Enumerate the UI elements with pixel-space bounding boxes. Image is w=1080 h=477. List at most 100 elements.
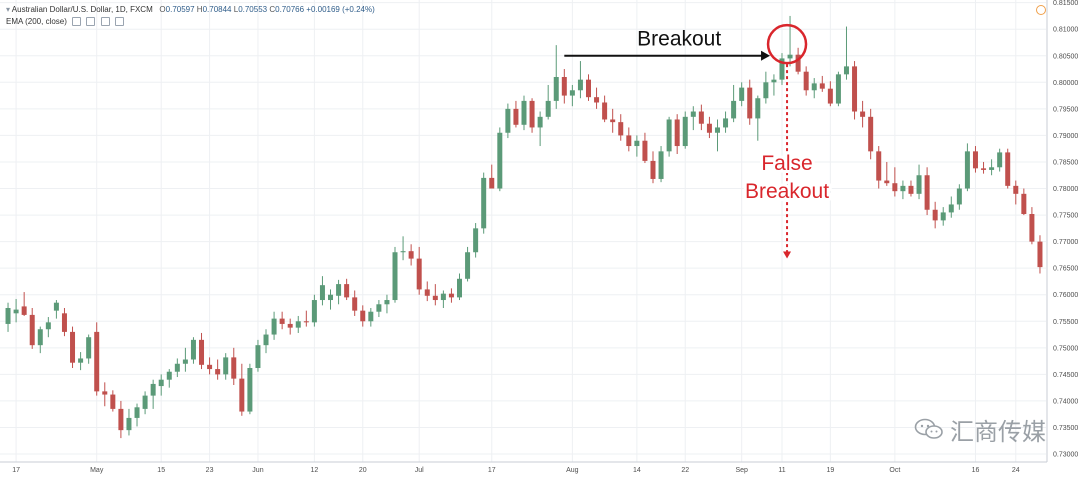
candle-down (215, 369, 221, 375)
candle-down (819, 83, 825, 89)
candle-up (811, 83, 817, 91)
candle-down (207, 364, 213, 370)
price-tick-label: 0.81500 (1053, 0, 1078, 7)
candle-up (376, 304, 382, 312)
breakout-arrow-head (761, 50, 771, 61)
candle-up (948, 204, 954, 213)
candle-up (723, 118, 729, 128)
candle-down (303, 321, 309, 323)
candle-down (892, 183, 898, 192)
time-tick-label: 14 (633, 467, 641, 474)
false-breakout-label: False Breakout (745, 152, 829, 203)
false-breakout-arrow-head (783, 251, 792, 259)
time-tick-label: Oct (889, 467, 900, 474)
candle-down (747, 87, 753, 119)
chart-legend-indicator[interactable]: EMA (200, close) (6, 17, 124, 27)
candle-up (940, 212, 946, 221)
candle-down (594, 97, 600, 103)
candle-up (497, 132, 503, 189)
candle-up (634, 140, 640, 147)
candle-down (981, 168, 987, 170)
candle-up (400, 251, 406, 253)
candle-down (489, 177, 495, 189)
price-tick-label: 0.79000 (1053, 133, 1078, 140)
candle-down (852, 66, 858, 112)
time-tick-label: 19 (826, 467, 834, 474)
wechat-icon (914, 418, 943, 439)
candle-down (602, 102, 608, 120)
candle-up (545, 100, 551, 117)
time-tick-label: 16 (972, 467, 980, 474)
candle-up (843, 66, 849, 75)
candle-up (295, 321, 301, 328)
price-tick-label: 0.81000 (1053, 27, 1078, 34)
candle-down (416, 258, 422, 290)
candle-down (674, 119, 680, 147)
price-tick-label: 0.74000 (1053, 398, 1078, 405)
indicator-visibility-icon[interactable] (72, 17, 82, 27)
candle-down (698, 111, 704, 124)
candle-up (956, 188, 962, 205)
price-tick-label: 0.73500 (1053, 425, 1078, 432)
candle-up (989, 167, 995, 170)
annotations: Breakout False Breakout (564, 23, 832, 259)
candle-down (884, 180, 890, 184)
candle-up (787, 54, 793, 59)
candle-up (658, 151, 664, 179)
candlesticks (5, 15, 1043, 439)
candle-down (352, 297, 358, 311)
time-axis[interactable]: 17 May 15 23 Jun 12 20 Jul 17 Aug 14 22 Sep 11 19 Oct 16… (0, 461, 1047, 474)
price-tick-label: 0.76000 (1053, 292, 1078, 299)
candle-up (682, 116, 688, 147)
candle-down (344, 284, 350, 298)
price-axis[interactable]: 0.81500 0.81000 0.80500 0.80000 0.79500 0.790… (1046, 0, 1078, 462)
price-tick-label: 0.73000 (1053, 452, 1078, 459)
candle-down (432, 295, 438, 301)
time-tick-label: 23 (206, 467, 214, 474)
candle-down (199, 339, 205, 365)
candle-up (53, 302, 59, 311)
candle-down (650, 160, 656, 179)
candle-down (827, 88, 833, 104)
candle-up (271, 318, 277, 335)
candle-down (94, 331, 100, 392)
candle-down (424, 289, 430, 296)
candle-down (360, 310, 366, 322)
candle-down (279, 318, 285, 324)
indicator-settings-icon[interactable] (86, 17, 96, 27)
time-tick-label: Sep (735, 467, 748, 474)
candle-up (666, 119, 672, 152)
indicator-close-icon[interactable] (100, 17, 110, 27)
candle-down (561, 77, 567, 96)
candle-up (319, 285, 325, 301)
candle-down (239, 378, 245, 412)
candle-down (706, 123, 712, 133)
candle-up (553, 77, 559, 101)
candle-down (876, 151, 882, 181)
candle-up (457, 278, 463, 298)
indicator-more-icon[interactable] (114, 17, 124, 27)
candle-up (537, 116, 543, 128)
chart-legend-symbol[interactable]: ▾ Australian Dollar/U.S. Dollar, 1D, FXC… (6, 5, 375, 14)
time-tick-label: 20 (359, 467, 367, 474)
candle-up (690, 111, 696, 117)
price-tick-label: 0.78500 (1053, 159, 1078, 166)
candle-down (610, 119, 616, 123)
price-tick-label: 0.75000 (1053, 345, 1078, 352)
candle-up (13, 309, 19, 314)
candle-down (924, 175, 930, 210)
candle-up (465, 252, 471, 279)
candle-up (384, 300, 390, 305)
candle-down (110, 394, 116, 409)
time-tick-label: Jul (415, 467, 424, 474)
collapse-icon[interactable]: ▾ (6, 5, 11, 14)
time-tick-label: 17 (488, 467, 496, 474)
time-tick-label: Aug (566, 467, 579, 474)
price-tick-label: 0.77500 (1053, 213, 1078, 220)
time-tick-label: 24 (1012, 467, 1020, 474)
candle-up (336, 284, 342, 296)
clock-icon[interactable] (1036, 5, 1046, 15)
candle-down (29, 314, 35, 346)
candle-up (964, 151, 970, 189)
